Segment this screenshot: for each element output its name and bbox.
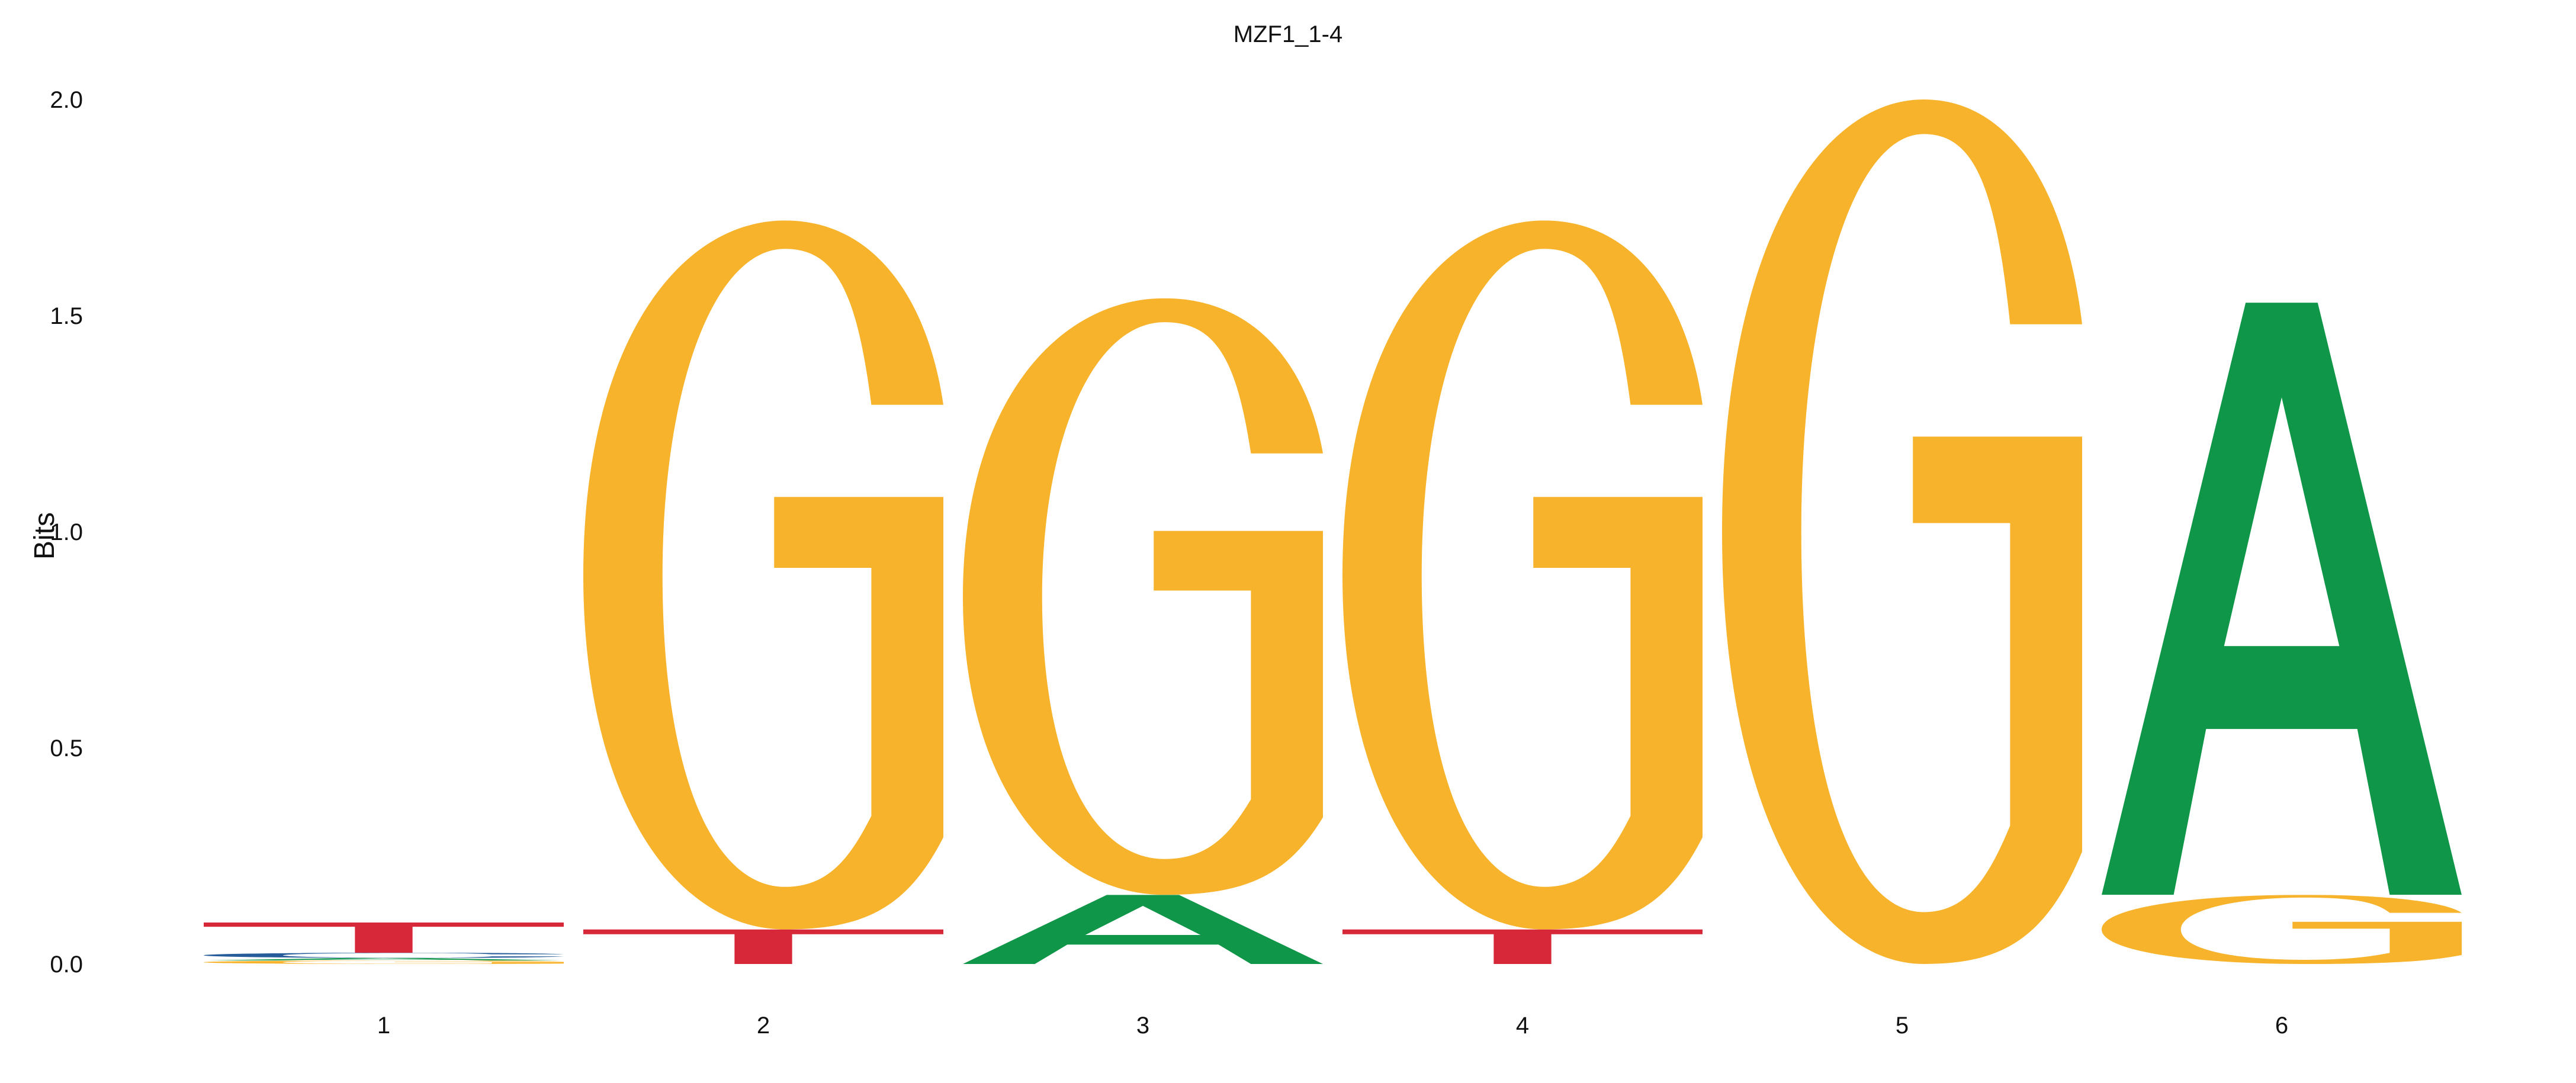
logo-letter-g: [2102, 895, 2462, 964]
logo-letter-g: [1722, 99, 2082, 964]
y-tick-label: 2.0: [50, 87, 83, 113]
logo-letters: [204, 99, 2462, 964]
logo-letter-a: [2102, 303, 2462, 895]
logo-letter-c: [204, 953, 564, 958]
y-tick-label: 0.5: [50, 735, 83, 761]
logo-letter-t: [204, 922, 564, 953]
logo-letter-t: [1342, 929, 1703, 964]
logo-letter-g: [583, 220, 943, 930]
y-axis-ticks: 0.0 0.5 1.0 1.5 2.0: [50, 87, 83, 978]
x-tick-label: 2: [757, 1013, 770, 1039]
logo-letter-g: [204, 960, 564, 964]
logo-letter-a: [204, 957, 564, 961]
chart-title: MZF1_1-4: [1233, 21, 1343, 47]
x-tick-label: 4: [1516, 1013, 1529, 1039]
logo-letter-a: [963, 895, 1323, 964]
x-axis-ticks: 1 2 3 4 5 6: [377, 1013, 2288, 1039]
logo-letter-g: [963, 298, 1323, 895]
logo-letter-t: [583, 929, 943, 964]
x-tick-label: 5: [1896, 1013, 1909, 1039]
x-tick-label: 6: [2275, 1013, 2288, 1039]
logo-letter-g: [1342, 220, 1703, 930]
y-tick-label: 1.0: [50, 519, 83, 545]
x-tick-label: 1: [377, 1013, 390, 1039]
y-tick-label: 1.5: [50, 303, 83, 329]
x-tick-label: 3: [1136, 1013, 1149, 1039]
y-tick-label: 0.0: [50, 952, 83, 978]
